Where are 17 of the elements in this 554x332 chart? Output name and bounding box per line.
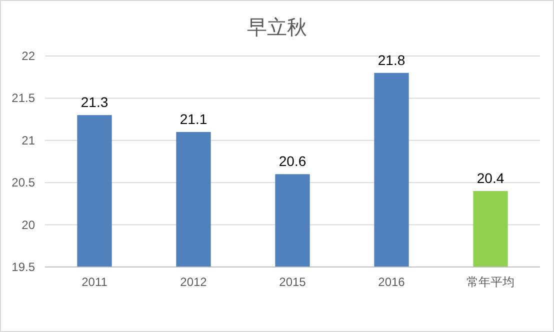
x-tick-label: 2015 bbox=[279, 275, 306, 289]
y-tick-label: 21 bbox=[22, 133, 36, 148]
x-tick-label: 2016 bbox=[378, 275, 406, 289]
chart-title: 早立秋 bbox=[247, 17, 307, 39]
x-tick-label: 常年平均 bbox=[466, 275, 514, 289]
y-tick-label: 20.5 bbox=[12, 176, 36, 190]
data-label: 21.1 bbox=[180, 110, 208, 127]
x-tick-label: 2012 bbox=[180, 275, 208, 289]
y-tick-label: 20 bbox=[22, 218, 36, 232]
data-label: 20.4 bbox=[476, 170, 504, 186]
data-label: 21.8 bbox=[378, 52, 406, 68]
y-tick-label: 19.5 bbox=[12, 260, 36, 274]
data-label: 20.6 bbox=[278, 153, 306, 170]
y-tick-label: 22 bbox=[22, 49, 36, 63]
data-label: 21.3 bbox=[80, 94, 108, 110]
y-tick-label: 21.5 bbox=[12, 91, 36, 106]
x-tick-label: 2011 bbox=[82, 275, 108, 289]
